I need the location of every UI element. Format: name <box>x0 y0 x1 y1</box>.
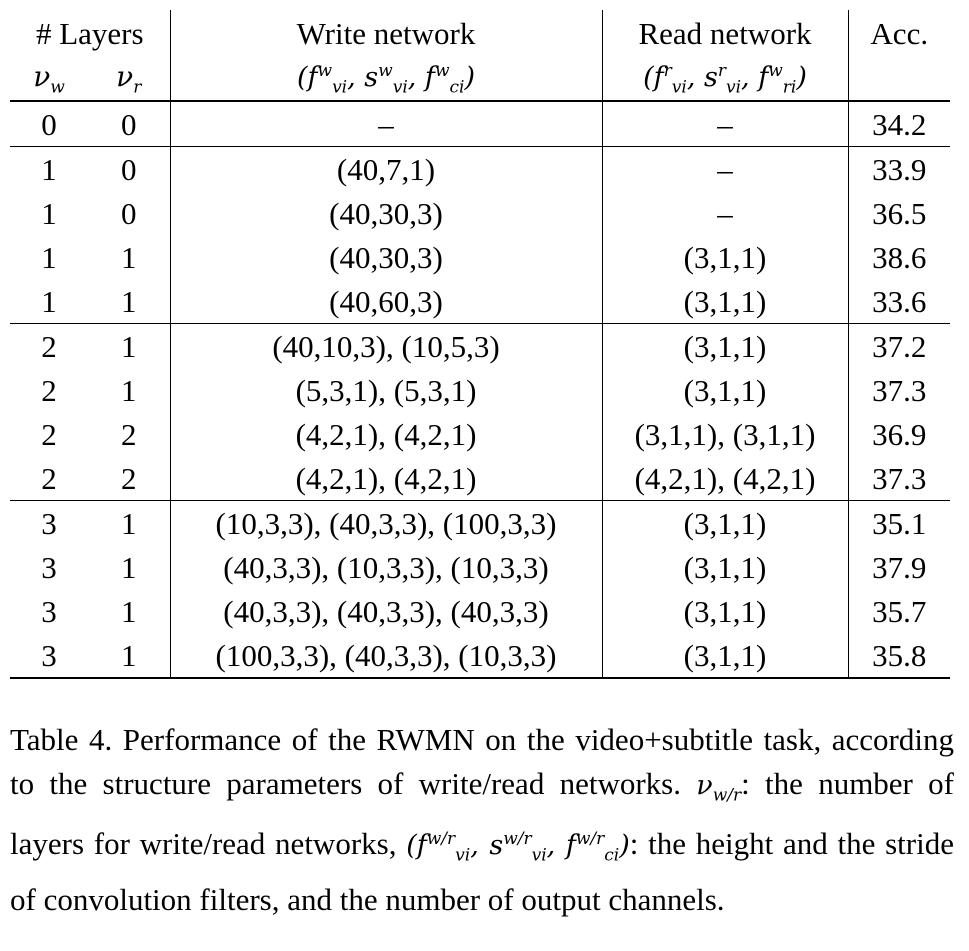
results-table: # Layers Write network Read network Acc.… <box>10 10 950 679</box>
table-row: 2 2 (4,2,1), (4,2,1) (4,2,1), (4,2,1) 37.3 <box>10 456 950 501</box>
cell-nu-w: 3 <box>41 593 57 629</box>
header-acc: Acc. <box>847 10 950 56</box>
table-row: 3 1 (10,3,3), (40,3,3), (100,3,3) (3,1,1) 35… <box>10 500 950 545</box>
cell-acc: 35.7 <box>847 589 950 633</box>
header-nu-w: νw <box>33 59 65 98</box>
cell-write: (5,3,1), (5,3,1) <box>169 368 602 412</box>
cell-acc: 37.9 <box>847 545 950 589</box>
cell-nu-w: 1 <box>10 146 88 191</box>
cell-nu-w: 1 <box>41 239 57 275</box>
cell-nu-r: 0 <box>88 146 170 191</box>
cell-write: (40,30,3) <box>169 235 602 279</box>
table-row: 3 1 (40,3,3), (10,3,3), (10,3,3) (3,1,1) 37.… <box>10 545 950 589</box>
cell-read: (3,1,1), (3,1,1) <box>601 412 848 456</box>
write-params-math: (fwvi, swvi, fwci) <box>296 60 476 98</box>
cell-write: (40,3,3), (40,3,3), (40,3,3) <box>169 589 602 633</box>
read-params-math: (frvi, srvi, fwri) <box>643 60 807 98</box>
caption-part1: Table 4. Performance of the RWMN on the … <box>10 722 954 801</box>
cell-nu-r: 1 <box>121 593 137 629</box>
header-write-params: (fwvi, swvi, fwci) <box>169 56 602 101</box>
cell-acc: 36.5 <box>847 191 950 235</box>
cell-read: (4,2,1), (4,2,1) <box>601 456 848 501</box>
table-row: 3 1 (40,3,3), (40,3,3), (40,3,3) (3,1,1) 35.… <box>10 589 950 633</box>
cell-write: (100,3,3), (40,3,3), (10,3,3) <box>169 633 602 679</box>
cell-acc: 38.6 <box>847 235 950 279</box>
cell-nu-r: 1 <box>88 500 170 545</box>
caption-params-math: (fw/rvi, sw/rvi, fw/rci) <box>406 829 630 866</box>
header-nu-r: νr <box>116 59 142 98</box>
cell-nu-w: 3 <box>10 500 88 545</box>
header-write: Write network <box>169 10 602 56</box>
cell-write: – <box>169 100 602 147</box>
cell-nu-r: 1 <box>121 283 137 319</box>
cell-nu-w: 2 <box>41 460 57 496</box>
cell-nu-w: 2 <box>41 372 57 408</box>
cell-acc: 37.2 <box>847 323 950 368</box>
cell-acc: 37.3 <box>847 368 950 412</box>
cell-nu-r: 0 <box>121 195 137 231</box>
caption-part2: the number of layers for write/read netw… <box>10 766 954 862</box>
caption-nu-math: νw/r <box>696 770 742 806</box>
header-layers: # Layers <box>35 15 144 51</box>
table-row: 0 0– –34.2 <box>10 100 950 147</box>
cell-nu-w: 2 <box>10 323 88 368</box>
cell-acc: 37.3 <box>847 456 950 501</box>
cell-read: (3,1,1) <box>601 545 848 589</box>
cell-read: (3,1,1) <box>601 633 848 679</box>
cell-read: – <box>601 100 848 147</box>
header-row-1: # Layers Write network Read network Acc. <box>10 10 950 56</box>
cell-nu-w: 2 <box>41 416 57 452</box>
cell-acc: 35.8 <box>847 633 950 679</box>
cell-acc: 33.6 <box>847 279 950 324</box>
cell-write: (40,30,3) <box>169 191 602 235</box>
cell-nu-r: 1 <box>121 239 137 275</box>
header-acc-blank <box>847 56 950 101</box>
header-read: Read network <box>601 10 848 56</box>
table-row: 2 1 (5,3,1), (5,3,1) (3,1,1) 37.3 <box>10 368 950 412</box>
cell-acc: 35.1 <box>847 500 950 545</box>
table-row: 2 1 (40,10,3), (10,5,3) (3,1,1) 37.2 <box>10 323 950 368</box>
table-row: 1 1 (40,30,3) (3,1,1) 38.6 <box>10 235 950 279</box>
cell-nu-w: 1 <box>41 195 57 231</box>
cell-nu-w: 3 <box>10 633 88 679</box>
cell-acc: 33.9 <box>847 146 950 191</box>
cell-nu-r: 1 <box>121 549 137 585</box>
table-caption: Table 4. Performance of the RWMN on the … <box>10 722 954 917</box>
cell-write: (40,10,3), (10,5,3) <box>169 323 602 368</box>
header-row-2: νw νr (fwvi, swvi, fwci) (frvi, srvi, fw… <box>10 56 950 101</box>
cell-nu-r: 0 <box>88 100 170 147</box>
cell-write: (40,60,3) <box>169 279 602 324</box>
table-row: 1 0 (40,7,1) –33.9 <box>10 146 950 191</box>
cell-write: (40,7,1) <box>169 146 602 191</box>
cell-write: (4,2,1), (4,2,1) <box>169 456 602 501</box>
cell-read: (3,1,1) <box>601 589 848 633</box>
cell-nu-w: 0 <box>10 100 88 147</box>
table-row: 3 1 (100,3,3), (40,3,3), (10,3,3) (3,1,1) 35… <box>10 633 950 679</box>
cell-read: (3,1,1) <box>601 235 848 279</box>
table-row: 1 1 (40,60,3) (3,1,1) 33.6 <box>10 279 950 324</box>
cell-read: (3,1,1) <box>601 500 848 545</box>
cell-nu-r: 1 <box>88 633 170 679</box>
cell-write: (4,2,1), (4,2,1) <box>169 412 602 456</box>
cell-nu-r: 1 <box>88 323 170 368</box>
table-row: 1 0 (40,30,3) –36.5 <box>10 191 950 235</box>
cell-read: (3,1,1) <box>601 368 848 412</box>
cell-read: – <box>601 191 848 235</box>
cell-write: (40,3,3), (10,3,3), (10,3,3) <box>169 545 602 589</box>
cell-read: (3,1,1) <box>601 323 848 368</box>
cell-nu-w: 1 <box>41 283 57 319</box>
cell-read: (3,1,1) <box>601 279 848 324</box>
cell-nu-r: 1 <box>121 372 137 408</box>
cell-acc: 34.2 <box>847 100 950 147</box>
cell-nu-r: 2 <box>121 460 137 496</box>
cell-write: (10,3,3), (40,3,3), (100,3,3) <box>169 500 602 545</box>
cell-acc: 36.9 <box>847 412 950 456</box>
cell-nu-w: 3 <box>41 549 57 585</box>
cell-read: – <box>601 146 848 191</box>
header-read-params: (frvi, srvi, fwri) <box>601 56 848 101</box>
caption-part3: the height and the stride of convolution… <box>10 826 954 917</box>
cell-nu-r: 2 <box>121 416 137 452</box>
table-row: 2 2 (4,2,1), (4,2,1) (3,1,1), (3,1,1) 36.9 <box>10 412 950 456</box>
